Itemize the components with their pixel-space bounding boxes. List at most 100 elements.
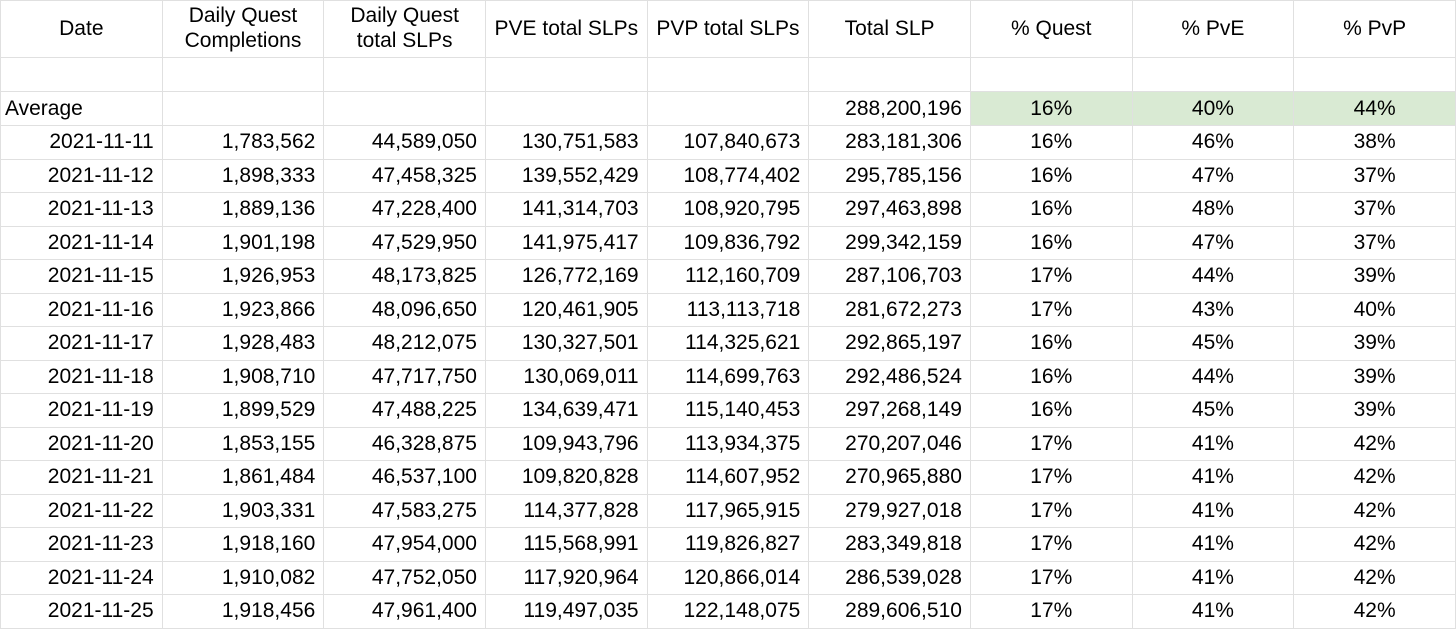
cell-daily-quest-total-slps[interactable] (323, 57, 486, 92)
cell-pct-pve[interactable]: 41% (1131, 460, 1295, 495)
cell-pct-quest[interactable]: 16% (969, 225, 1133, 260)
cell-pct-pvp[interactable]: 37% (1293, 225, 1456, 260)
cell-pct-pve[interactable]: 41% (1131, 493, 1295, 528)
cell-pct-quest[interactable]: 17% (969, 493, 1133, 528)
cell-pve-total-slps[interactable]: 130,327,501 (484, 326, 648, 361)
column-header-date[interactable]: Date (0, 0, 163, 58)
cell-total-slp[interactable]: 287,106,703 (808, 259, 971, 294)
cell-pve-total-slps[interactable]: 117,920,964 (484, 560, 648, 595)
cell-total-slp[interactable]: 297,463,898 (808, 192, 971, 227)
cell-daily-quest-total-slps[interactable]: 47,458,325 (323, 158, 486, 193)
cell-pct-quest[interactable]: 16% (969, 125, 1133, 160)
cell-pct-pve[interactable]: 46% (1131, 125, 1295, 160)
cell-pve-total-slps[interactable]: 130,069,011 (484, 359, 648, 394)
cell-pct-quest[interactable]: 17% (969, 560, 1133, 595)
cell-pct-pve[interactable]: 45% (1131, 326, 1295, 361)
cell-pve-total-slps[interactable]: 141,314,703 (484, 192, 648, 227)
cell-pct-pve[interactable]: 41% (1131, 426, 1295, 461)
cell-total-slp[interactable] (808, 57, 971, 92)
cell-pct-pvp[interactable]: 42% (1293, 527, 1456, 562)
cell-pvp-total-slps[interactable]: 109,836,792 (646, 225, 810, 260)
cell-daily-quest-total-slps[interactable]: 46,537,100 (323, 460, 486, 495)
cell-total-slp[interactable]: 283,181,306 (808, 125, 971, 160)
cell-date[interactable]: 2021-11-13 (0, 192, 163, 227)
cell-daily-quest-total-slps[interactable]: 47,583,275 (323, 493, 486, 528)
cell-date[interactable]: 2021-11-20 (0, 426, 163, 461)
cell-pvp-total-slps[interactable]: 122,148,075 (646, 594, 810, 629)
cell-pct-pvp[interactable]: 42% (1293, 560, 1456, 595)
cell-pvp-total-slps[interactable]: 107,840,673 (646, 125, 810, 160)
cell-pct-quest[interactable]: 17% (969, 426, 1133, 461)
cell-pvp-total-slps[interactable]: 108,774,402 (646, 158, 810, 193)
cell-pct-pve[interactable]: 41% (1131, 527, 1295, 562)
cell-pct-pve[interactable]: 44% (1131, 359, 1295, 394)
cell-daily-quest-total-slps[interactable]: 48,096,650 (323, 292, 486, 327)
cell-date[interactable]: 2021-11-17 (0, 326, 163, 361)
cell-total-slp[interactable]: 283,349,818 (808, 527, 971, 562)
cell-pct-quest[interactable]: 16% (969, 326, 1133, 361)
cell-pvp-total-slps[interactable]: 114,607,952 (646, 460, 810, 495)
cell-date[interactable]: 2021-11-12 (0, 158, 163, 193)
column-header-pvp-total-slps[interactable]: PVP total SLPs (646, 0, 810, 58)
cell-pct-quest[interactable]: 17% (969, 292, 1133, 327)
column-header-pve-total-slps[interactable]: PVE total SLPs (484, 0, 648, 58)
cell-daily-quest-total-slps[interactable]: 47,529,950 (323, 225, 486, 260)
cell-pve-total-slps[interactable]: 141,975,417 (484, 225, 648, 260)
cell-pct-pvp[interactable]: 42% (1293, 460, 1456, 495)
cell-daily-quest-completions[interactable]: 1,926,953 (161, 259, 325, 294)
cell-daily-quest-total-slps[interactable] (323, 91, 486, 126)
cell-date[interactable]: 2021-11-11 (0, 125, 163, 160)
cell-daily-quest-total-slps[interactable]: 48,173,825 (323, 259, 486, 294)
cell-pve-total-slps[interactable]: 120,461,905 (484, 292, 648, 327)
column-header-daily-quest-completions[interactable]: Daily Quest Completions (161, 0, 325, 58)
cell-pct-pve[interactable]: 43% (1131, 292, 1295, 327)
cell-pct-quest[interactable]: 16% (969, 158, 1133, 193)
cell-pve-total-slps[interactable]: 139,552,429 (484, 158, 648, 193)
cell-pct-quest[interactable]: 16% (969, 393, 1133, 428)
cell-total-slp[interactable]: 288,200,196 (808, 91, 971, 126)
cell-total-slp[interactable]: 292,486,524 (808, 359, 971, 394)
cell-pvp-total-slps[interactable]: 114,699,763 (646, 359, 810, 394)
cell-pve-total-slps[interactable]: 109,943,796 (484, 426, 648, 461)
cell-pvp-total-slps[interactable]: 108,920,795 (646, 192, 810, 227)
cell-daily-quest-completions[interactable]: 1,898,333 (161, 158, 325, 193)
cell-pct-quest[interactable]: 16% (969, 91, 1133, 126)
cell-pve-total-slps[interactable]: 114,377,828 (484, 493, 648, 528)
cell-date[interactable]: 2021-11-24 (0, 560, 163, 595)
cell-daily-quest-total-slps[interactable]: 44,589,050 (323, 125, 486, 160)
cell-daily-quest-total-slps[interactable]: 47,961,400 (323, 594, 486, 629)
cell-pct-pvp[interactable]: 40% (1293, 292, 1456, 327)
cell-daily-quest-total-slps[interactable]: 46,328,875 (323, 426, 486, 461)
cell-daily-quest-completions[interactable]: 1,901,198 (161, 225, 325, 260)
cell-total-slp[interactable]: 270,207,046 (808, 426, 971, 461)
cell-pvp-total-slps[interactable] (646, 91, 810, 126)
cell-pct-pvp[interactable]: 39% (1293, 259, 1456, 294)
cell-pct-pve[interactable]: 40% (1131, 91, 1295, 126)
cell-pct-pvp[interactable]: 37% (1293, 158, 1456, 193)
cell-pct-quest[interactable]: 17% (969, 259, 1133, 294)
cell-pct-pve[interactable]: 45% (1131, 393, 1295, 428)
cell-pct-pvp[interactable]: 39% (1293, 359, 1456, 394)
cell-pve-total-slps[interactable] (484, 57, 648, 92)
cell-date[interactable]: 2021-11-23 (0, 527, 163, 562)
cell-pct-pvp[interactable]: 39% (1293, 326, 1456, 361)
cell-daily-quest-completions[interactable]: 1,918,456 (161, 594, 325, 629)
cell-date[interactable] (0, 57, 163, 92)
cell-daily-quest-completions[interactable] (161, 57, 325, 92)
cell-pvp-total-slps[interactable] (646, 57, 810, 92)
cell-total-slp[interactable]: 297,268,149 (808, 393, 971, 428)
cell-pct-quest[interactable]: 16% (969, 192, 1133, 227)
cell-daily-quest-completions[interactable]: 1,899,529 (161, 393, 325, 428)
cell-date[interactable]: 2021-11-21 (0, 460, 163, 495)
cell-date[interactable]: Average (0, 91, 163, 126)
cell-date[interactable]: 2021-11-18 (0, 359, 163, 394)
cell-pvp-total-slps[interactable]: 113,934,375 (646, 426, 810, 461)
cell-date[interactable]: 2021-11-25 (0, 594, 163, 629)
cell-pve-total-slps[interactable]: 109,820,828 (484, 460, 648, 495)
cell-pct-quest[interactable] (969, 57, 1133, 92)
cell-pve-total-slps[interactable]: 134,639,471 (484, 393, 648, 428)
cell-pct-pvp[interactable]: 37% (1293, 192, 1456, 227)
cell-date[interactable]: 2021-11-19 (0, 393, 163, 428)
cell-daily-quest-completions[interactable]: 1,903,331 (161, 493, 325, 528)
cell-pvp-total-slps[interactable]: 120,866,014 (646, 560, 810, 595)
